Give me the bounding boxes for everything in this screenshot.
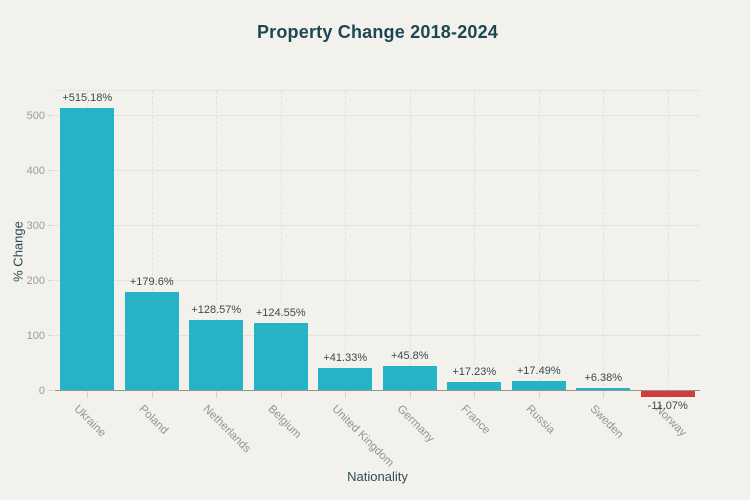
- x-tick-label-germany: Germany: [394, 403, 437, 445]
- bar-belgium: [253, 322, 308, 391]
- x-tick-mark-ukraine: [87, 391, 89, 398]
- x-axis-baseline: [55, 390, 700, 391]
- value-label-ukraine: +515.18%: [62, 91, 113, 104]
- gridline-x-france: [474, 91, 476, 391]
- chart-title: Property Change 2018-2024: [256, 22, 499, 42]
- bar-france: [447, 381, 502, 391]
- gridline-y-100: [55, 335, 700, 336]
- x-tick-mark-sweden: [603, 391, 605, 398]
- x-tick-label-russia: Russia: [523, 403, 557, 437]
- value-label-germany: +45.8%: [390, 349, 429, 362]
- gridline-x-norway: [667, 91, 669, 391]
- plot-area: 0 100 200 300 400 500 +515.18% Ukraine +179.6% Po…: [27, 90, 700, 469]
- gridline-y-300: [55, 225, 700, 226]
- value-label-belgium: +124.55%: [255, 306, 306, 319]
- y-tick-mark-300: [48, 225, 54, 226]
- x-tick-mark-poland: [151, 391, 153, 398]
- gridline-x-united-kingdom: [345, 91, 347, 391]
- gridline-x-germany: [409, 91, 411, 391]
- bar-norway: [640, 391, 695, 398]
- x-tick-mark-netherlands: [216, 391, 218, 398]
- bar-netherlands: [189, 320, 244, 391]
- gridline-x-russia: [538, 91, 540, 391]
- bar-united-kingdom: [318, 368, 373, 391]
- x-tick-label-france: France: [458, 403, 493, 437]
- y-tick-label-400: 400: [26, 165, 45, 177]
- value-label-netherlands: +128.57%: [191, 304, 242, 317]
- x-axis-title: Nationality: [347, 469, 408, 484]
- gridline-x-belgium: [280, 91, 282, 391]
- y-tick-mark-200: [48, 280, 54, 281]
- x-tick-mark-belgium: [280, 391, 282, 398]
- value-label-sweden: +6.38%: [584, 371, 623, 384]
- bar-russia: [511, 381, 566, 391]
- gridline-y-400: [55, 170, 700, 171]
- x-tick-label-belgium: Belgium: [265, 403, 304, 441]
- value-label-poland: +179.6%: [129, 276, 174, 289]
- y-tick-mark-400: [48, 170, 54, 171]
- value-label-france: +17.23%: [452, 365, 497, 378]
- y-tick-label-300: 300: [26, 220, 45, 232]
- x-tick-mark-germany: [409, 391, 411, 398]
- y-tick-mark-0: [48, 390, 54, 391]
- bar-ukraine: [60, 107, 115, 391]
- gridline-x-netherlands: [216, 91, 218, 391]
- y-tick-label-0: 0: [38, 385, 45, 397]
- bar-sweden: [576, 387, 631, 391]
- y-tick-mark-500: [48, 115, 54, 116]
- gridline-x-sweden: [603, 91, 605, 391]
- value-label-united-kingdom: +41.33%: [323, 352, 368, 365]
- gridline-y-500: [55, 115, 700, 116]
- value-label-russia: +17.49%: [516, 365, 561, 378]
- gridline-x-poland: [151, 91, 153, 391]
- x-tick-label-united-kingdom: United Kingdom: [329, 403, 397, 470]
- x-tick-mark-france: [474, 391, 476, 398]
- bar-germany: [382, 365, 437, 391]
- value-label-norway: -11.07%: [647, 400, 688, 413]
- x-tick-mark-russia: [538, 391, 540, 398]
- x-tick-label-netherlands: Netherlands: [200, 403, 254, 456]
- x-tick-label-ukraine: Ukraine: [71, 403, 109, 440]
- x-tick-label-poland: Poland: [136, 403, 171, 437]
- y-tick-label-200: 200: [26, 275, 45, 287]
- x-tick-label-sweden: Sweden: [587, 403, 626, 441]
- y-tick-label-500: 500: [26, 110, 45, 122]
- bar-poland: [124, 292, 179, 391]
- x-tick-mark-united-kingdom: [345, 391, 347, 398]
- y-tick-label-100: 100: [26, 330, 45, 342]
- y-tick-mark-100: [48, 335, 54, 336]
- gridline-y-200: [55, 280, 700, 281]
